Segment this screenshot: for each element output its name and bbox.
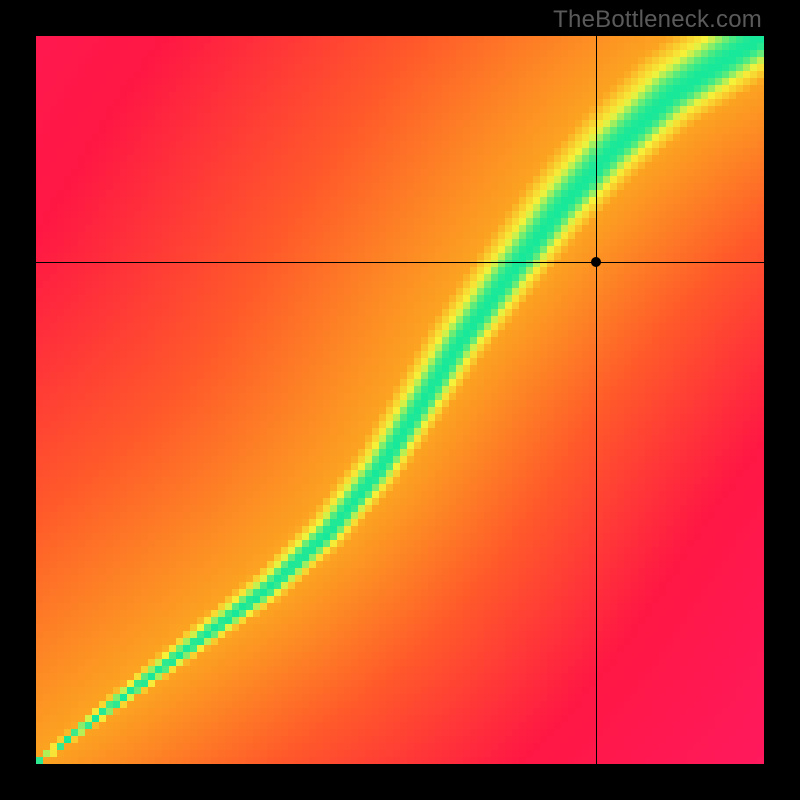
crosshair-vertical	[596, 36, 597, 764]
crosshair-marker-dot	[591, 257, 601, 267]
chart-container: TheBottleneck.com	[0, 0, 800, 800]
watermark-text: TheBottleneck.com	[553, 6, 762, 34]
crosshair-horizontal	[36, 262, 764, 263]
bottleneck-heatmap	[36, 36, 764, 764]
